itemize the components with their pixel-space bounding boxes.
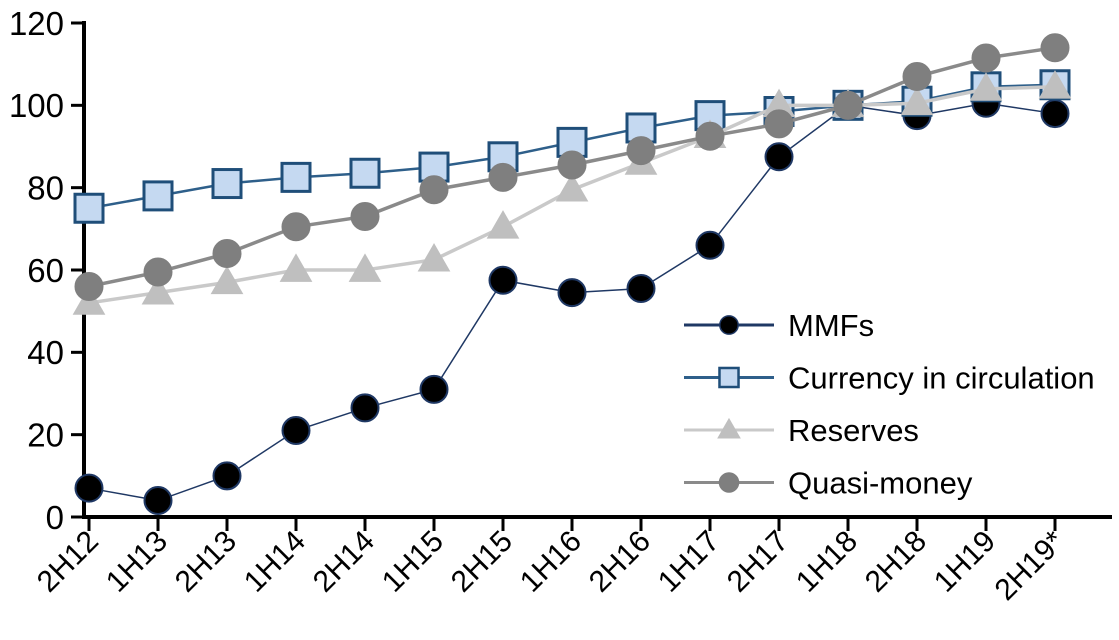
legend-item-mmfs: MMFs [684, 308, 874, 343]
data-point-marker [210, 265, 244, 295]
data-point-marker [487, 141, 519, 173]
data-point-marker [348, 253, 382, 282]
data-point-marker [74, 271, 104, 301]
data-point-marker [212, 461, 242, 491]
data-point-marker [212, 239, 242, 269]
data-point-marker [349, 157, 381, 189]
data-point-marker [971, 43, 1001, 73]
legend-label: Reserves [788, 413, 919, 448]
y-tick-label: 40 [27, 334, 64, 371]
data-point-marker [488, 265, 518, 295]
x-tick-label: 2H18 [859, 525, 933, 599]
x-tick-label: 2H15 [445, 525, 519, 599]
data-point-marker [419, 175, 449, 205]
data-point-marker [555, 173, 589, 202]
data-point-marker [902, 62, 932, 92]
x-tick-label: 1H18 [790, 525, 864, 599]
x-tick-label: 2H12 [31, 525, 105, 599]
y-tick-label: 120 [9, 5, 64, 42]
data-point-marker [695, 121, 725, 151]
data-point-marker [211, 168, 243, 200]
data-point-marker [74, 473, 104, 503]
data-point-marker [900, 86, 934, 116]
x-tick-label: 1H17 [652, 525, 726, 599]
data-point-marker [143, 486, 173, 516]
data-point-marker [626, 136, 656, 166]
x-tick-label: 1H13 [100, 525, 174, 599]
x-tick-label: 1H14 [238, 525, 312, 599]
legend-label: Currency in circulation [788, 361, 1095, 396]
data-point-marker [417, 243, 451, 272]
y-tick-label: 0 [46, 499, 64, 536]
data-point-marker [279, 253, 313, 282]
data-point-marker [969, 72, 1003, 101]
data-point-marker [695, 230, 725, 260]
x-tick-label: 1H19 [928, 525, 1002, 599]
data-point-marker [1040, 99, 1070, 129]
legend-item-quasi-money: Quasi-money [684, 466, 973, 501]
legend: MMFs Currency in circulation Reserves Quasi… [684, 308, 1095, 501]
data-point-marker [557, 150, 587, 180]
data-point-marker [350, 201, 380, 231]
legend-label: Quasi-money [788, 466, 973, 501]
data-point-marker [488, 162, 518, 192]
legend-item-currency-in-circulation: Currency in circulation [684, 361, 1095, 396]
legend-marker [718, 472, 740, 493]
y-tick-label: 80 [27, 170, 64, 207]
x-tick-label: 2H19* [989, 524, 1072, 607]
x-tick-label: 1H16 [514, 525, 588, 599]
data-point-marker [281, 212, 311, 242]
y-tick-label: 20 [27, 417, 64, 454]
data-point-marker [281, 416, 311, 446]
data-point-marker [280, 161, 312, 193]
data-point-marker [142, 180, 174, 212]
legend-label: MMFs [788, 308, 874, 343]
data-point-marker [1040, 33, 1070, 63]
data-point-marker [486, 210, 520, 239]
data-point-marker [833, 90, 863, 120]
data-point-marker [764, 109, 794, 139]
legend-marker [717, 417, 741, 439]
data-point-marker [73, 192, 105, 224]
data-point-marker [764, 142, 794, 172]
legend-item-reserves: Reserves [684, 413, 919, 448]
data-point-marker [141, 275, 175, 305]
x-tick-label: 2H13 [169, 525, 243, 599]
legend-marker [718, 366, 740, 389]
x-tick-label: 2H17 [721, 525, 795, 599]
data-point-marker [350, 393, 380, 423]
x-tick-label: 1H15 [376, 525, 450, 599]
data-point-marker [1038, 70, 1072, 99]
data-point-marker [626, 274, 656, 304]
data-point-marker [419, 374, 449, 404]
x-tick-label: 2H16 [583, 525, 657, 599]
data-point-marker [143, 257, 173, 287]
y-tick-label: 60 [27, 252, 64, 289]
y-tick-label: 100 [9, 87, 64, 124]
series-quasi-money [74, 33, 1070, 301]
legend-marker [719, 315, 739, 335]
data-point-marker [557, 278, 587, 308]
x-tick-label: 2H14 [307, 525, 381, 599]
